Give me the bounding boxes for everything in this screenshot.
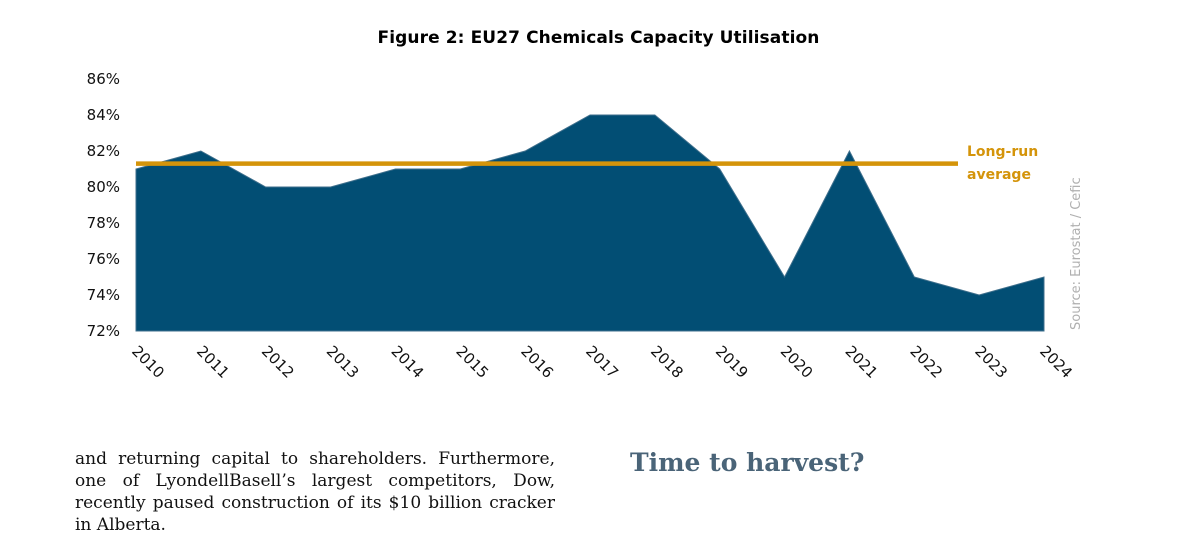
x-tick-label: 2012 — [258, 342, 298, 382]
x-tick-label: 2022 — [906, 342, 946, 382]
y-tick-label: 84% — [87, 106, 120, 124]
x-tick-label: 2018 — [647, 342, 687, 382]
x-tick-label: 2019 — [712, 342, 752, 382]
x-tick-label: 2010 — [128, 342, 168, 382]
capacity-area — [136, 115, 1044, 331]
y-tick-label: 74% — [87, 286, 120, 304]
x-tick-label: 2015 — [452, 342, 492, 382]
y-axis: 72% 74% 76% 78% 80% 82% 84% 86% — [87, 70, 120, 340]
y-tick-label: 86% — [87, 70, 120, 88]
x-tick-label: 2023 — [971, 342, 1011, 382]
x-tick-label: 2021 — [842, 342, 882, 382]
x-tick-label: 2017 — [582, 342, 622, 382]
x-axis: 2010 2011 2012 2013 2014 2015 2016 2017 2018 2019… — [128, 342, 1076, 382]
x-tick-label: 2014 — [388, 342, 428, 382]
body-paragraph: and returning capital to shareholders. F… — [75, 448, 555, 536]
source-note: Source: Eurostat / Cefic — [1069, 177, 1084, 330]
section-heading: Time to harvest? — [630, 448, 864, 477]
source-layer: Source: Eurostat / Cefic — [1069, 177, 1084, 330]
x-tick-label: 2024 — [1036, 342, 1076, 382]
y-tick-label: 82% — [87, 142, 120, 160]
y-tick-label: 78% — [87, 214, 120, 232]
x-tick-label: 2016 — [517, 342, 557, 382]
x-tick-label: 2020 — [777, 342, 817, 382]
x-tick-label: 2011 — [193, 342, 233, 382]
x-tick-label: 2013 — [323, 342, 363, 382]
y-tick-label: 80% — [87, 178, 120, 196]
y-tick-label: 76% — [87, 250, 120, 268]
y-tick-label: 72% — [87, 322, 120, 340]
area-layer — [136, 115, 1044, 331]
